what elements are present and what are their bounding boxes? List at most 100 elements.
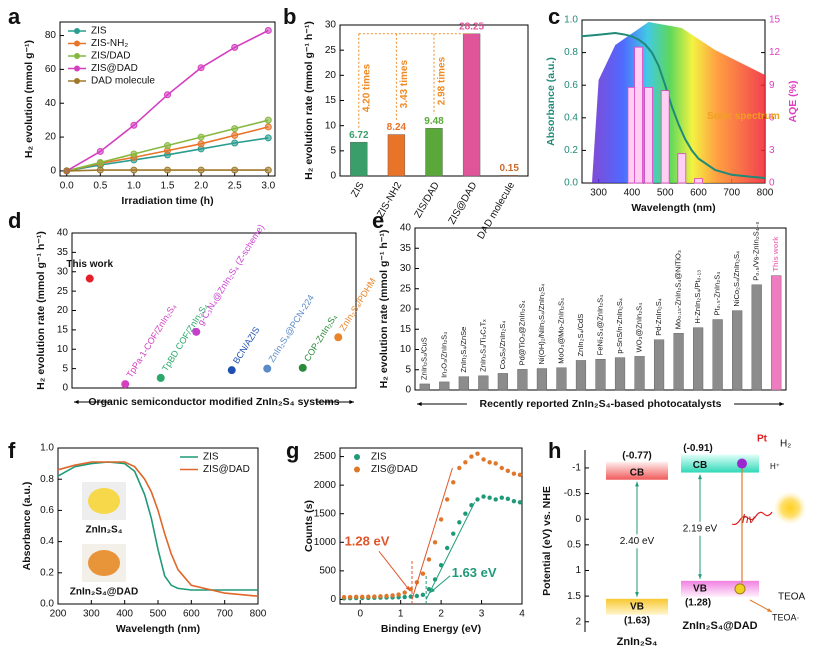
y-tick-label: 5 bbox=[405, 364, 411, 375]
y-tick-label: 30 bbox=[57, 266, 69, 277]
panel-letter: h bbox=[548, 438, 561, 463]
scheme-label: H₂ bbox=[780, 439, 791, 450]
y-tick-label: 0 bbox=[330, 171, 336, 182]
data-point bbox=[197, 64, 205, 72]
value-label: 8.24 bbox=[387, 122, 407, 133]
x-tick-label: 500 bbox=[657, 188, 674, 199]
gap-label: 2.40 eV bbox=[620, 536, 655, 547]
series-line bbox=[57, 461, 259, 597]
data-point bbox=[372, 594, 377, 599]
gap-label: 2.19 eV bbox=[683, 523, 718, 534]
data-point bbox=[493, 497, 498, 502]
gap-arrow-head bbox=[635, 481, 639, 487]
legend-label: ZIS bbox=[371, 452, 387, 463]
data-point bbox=[164, 91, 171, 99]
legend-label: ZIS-NH₂ bbox=[91, 38, 128, 49]
data-point bbox=[360, 594, 365, 600]
bar bbox=[387, 134, 406, 177]
vb-text: VB bbox=[693, 583, 707, 594]
data-point bbox=[402, 590, 407, 595]
bar bbox=[732, 310, 743, 391]
legend-marker bbox=[354, 454, 360, 460]
data-point bbox=[493, 461, 498, 466]
edge-arrow-head bbox=[405, 586, 410, 591]
panel-letter: f bbox=[8, 438, 16, 463]
y-tick-label: 40 bbox=[400, 223, 412, 234]
legend-marker bbox=[354, 466, 360, 473]
data-point bbox=[96, 166, 104, 174]
y-tick-label: 0.0 bbox=[564, 178, 578, 189]
y-axis-label: Potential (eV) vs. NHE bbox=[541, 486, 553, 596]
y-tick-label: 20 bbox=[400, 304, 412, 315]
x-tick-label: 600 bbox=[690, 188, 707, 199]
data-point bbox=[475, 497, 480, 502]
x-axis-label: Organic semiconductor modified ZnIn₂S₄ s… bbox=[88, 396, 339, 408]
y-tick-label: 0 bbox=[330, 594, 336, 605]
bar-category-label: In₂O₃/ZnIn₂S₄ bbox=[439, 332, 448, 378]
data-point bbox=[384, 593, 389, 599]
data-point bbox=[264, 123, 272, 131]
bar bbox=[673, 333, 684, 391]
series-line bbox=[581, 31, 766, 180]
y-tick-label: 2000 bbox=[314, 480, 337, 491]
x-tick-label: 300 bbox=[83, 609, 100, 620]
data-point bbox=[164, 142, 171, 150]
bar-category-label: Pd-ZnIn₂S₄ bbox=[654, 298, 663, 336]
x-axis-label: Irradiation time (h) bbox=[121, 195, 213, 207]
legend-label: DAD molecule bbox=[91, 76, 155, 87]
bar bbox=[751, 284, 762, 391]
x-tick-label: ZIS/DAD bbox=[413, 180, 442, 220]
aqe-bar bbox=[644, 86, 653, 184]
data-point bbox=[130, 150, 138, 158]
value-label: 0.15 bbox=[499, 163, 519, 174]
vb-value: (1.63) bbox=[624, 615, 650, 626]
fold-label: 4.20 times bbox=[361, 63, 372, 112]
y-tick-label: 15 bbox=[57, 325, 69, 336]
y2-tick-label: 0 bbox=[769, 178, 775, 189]
bar-category-label: ZnIn₂S₄/CdS bbox=[576, 314, 585, 357]
y-tick-label: 25 bbox=[400, 283, 412, 294]
x-tick-label: 400 bbox=[116, 609, 133, 620]
x-axis-label: Wavelength (nm) bbox=[631, 202, 715, 214]
x-tick-label: 1.0 bbox=[127, 181, 141, 192]
x-tick-label: 600 bbox=[183, 609, 200, 620]
y-tick-label: 2 bbox=[575, 616, 581, 627]
gap-arrow-head bbox=[698, 474, 702, 480]
x-tick-label: 500 bbox=[150, 609, 167, 620]
y-tick-label: 25 bbox=[325, 45, 337, 56]
data-point bbox=[85, 274, 94, 283]
y-tick-label: 10 bbox=[400, 344, 412, 355]
data-point bbox=[444, 497, 450, 502]
bar bbox=[462, 33, 481, 177]
y-tick-label: 40 bbox=[45, 98, 57, 109]
axis-arrow-head bbox=[417, 402, 422, 406]
y-tick-label: 35 bbox=[57, 247, 69, 258]
bar-category-label: ZnIn₂S₄/ZnSe bbox=[459, 327, 468, 373]
bar bbox=[517, 369, 528, 391]
y-tick-label: 0.5 bbox=[567, 539, 581, 550]
panel-letter: b bbox=[283, 4, 296, 29]
data-point bbox=[334, 333, 343, 342]
y2-tick-label: 3 bbox=[769, 145, 775, 156]
data-point bbox=[227, 366, 236, 375]
bar bbox=[500, 175, 518, 177]
x-tick-label: 400 bbox=[624, 188, 641, 199]
bar bbox=[497, 373, 508, 391]
vb-value: (1.28) bbox=[685, 597, 711, 608]
point-label: ZnIn₂S₄/PDHM bbox=[337, 276, 377, 332]
panel-letter: c bbox=[548, 4, 560, 29]
y-tick-label: 500 bbox=[319, 565, 336, 576]
cb-text: CB bbox=[630, 467, 644, 478]
legend-label: ZIS@DAD bbox=[91, 63, 138, 74]
data-point bbox=[402, 594, 407, 600]
bar bbox=[419, 383, 430, 391]
tangent-line bbox=[425, 502, 476, 600]
vb-band bbox=[606, 598, 668, 615]
aqe-bar bbox=[660, 90, 670, 184]
cb-text: CB bbox=[693, 460, 707, 471]
data-point bbox=[517, 500, 523, 505]
data-point bbox=[426, 586, 432, 592]
data-point bbox=[499, 495, 504, 500]
data-point bbox=[426, 557, 432, 562]
